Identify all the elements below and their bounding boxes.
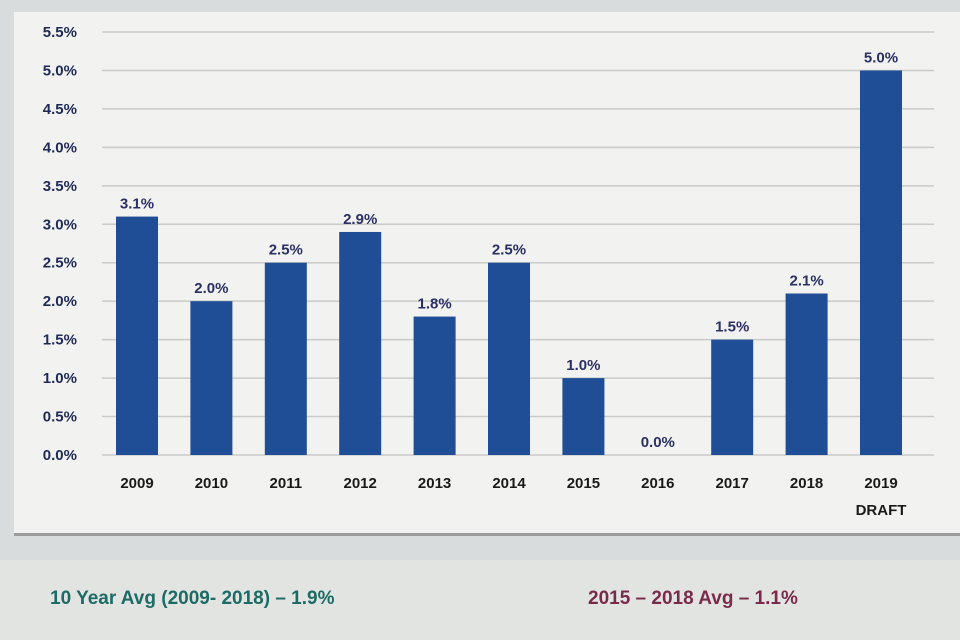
x-tick-label: 2018	[790, 475, 823, 492]
x-tick-sublabel: DRAFT	[856, 502, 907, 519]
bar-chart: 0.0% 0.5% 1.0% 1.5% 2.0% 2.5% 3.0% 3.5% 4.0% 4.5%…	[43, 24, 934, 519]
y-tick-label: 4.0%	[43, 139, 77, 156]
y-tick-label: 0.5%	[43, 409, 77, 426]
recent-average-note: 2015 – 2018 Avg – 1.1%	[588, 588, 798, 609]
x-tick-label: 2015	[567, 475, 600, 492]
data-label: 5.0%	[864, 49, 898, 66]
y-tick-label: 0.0%	[43, 447, 77, 464]
chart-panel: 0.0% 0.5% 1.0% 1.5% 2.0% 2.5% 3.0% 3.5% 4.0% 4.5%…	[14, 12, 960, 536]
bars	[116, 70, 902, 456]
data-label: 2.5%	[269, 242, 303, 259]
y-tick-label: 5.0%	[43, 62, 77, 79]
x-tick-label: 2009	[120, 475, 153, 492]
x-tick-label: 2011	[270, 475, 303, 492]
y-tick-label: 1.0%	[43, 370, 77, 387]
y-tick-label: 3.0%	[43, 216, 77, 233]
y-tick-label: 3.5%	[43, 178, 77, 195]
data-label: 0.0%	[641, 434, 675, 451]
data-label: 1.0%	[566, 357, 600, 374]
data-label: 2.1%	[789, 272, 823, 289]
x-tick-label: 2013	[418, 475, 451, 492]
bar	[488, 262, 530, 455]
y-tick-label: 5.5%	[43, 24, 77, 41]
bar	[413, 316, 456, 455]
bar	[190, 301, 233, 455]
data-label: 3.1%	[120, 196, 154, 213]
x-tick-label: 2010	[195, 475, 228, 492]
bar	[562, 378, 605, 455]
x-tick-label: 2019	[864, 475, 897, 492]
y-tick-label: 2.5%	[43, 255, 77, 272]
data-label: 2.9%	[343, 211, 377, 228]
data-label: 2.0%	[194, 280, 228, 297]
footer: 10 Year Avg (2009- 2018) – 1.9% 2015 – 2…	[0, 560, 960, 640]
y-axis-ticks: 0.0% 0.5% 1.0% 1.5% 2.0% 2.5% 3.0% 3.5% 4.0% 4.5%…	[43, 24, 77, 464]
y-tick-label: 4.5%	[43, 101, 77, 118]
x-tick-label: 2014	[492, 475, 526, 492]
bar	[264, 262, 307, 455]
data-labels: 3.1% 2.0% 2.5% 2.9% 1.8% 2.5% 1.0% 0.0% 1.5% 2.1%…	[120, 49, 898, 451]
data-label: 1.8%	[417, 296, 451, 313]
x-tick-label: 2012	[344, 475, 377, 492]
y-tick-label: 1.5%	[43, 332, 77, 349]
bar	[711, 339, 754, 455]
data-label: 2.5%	[492, 242, 526, 259]
data-label: 1.5%	[715, 319, 749, 336]
bar	[785, 293, 828, 455]
ten-year-average-note: 10 Year Avg (2009- 2018) – 1.9%	[50, 588, 335, 609]
bar	[116, 216, 158, 455]
y-tick-label: 2.0%	[43, 293, 77, 310]
bar	[339, 231, 382, 455]
x-tick-label: 2016	[641, 475, 674, 492]
x-axis-ticks: 2009 2010 2011 2012 2013 2014 2015 2016 2017 2018…	[120, 475, 906, 519]
bar	[860, 70, 902, 456]
x-tick-label: 2017	[716, 475, 749, 492]
